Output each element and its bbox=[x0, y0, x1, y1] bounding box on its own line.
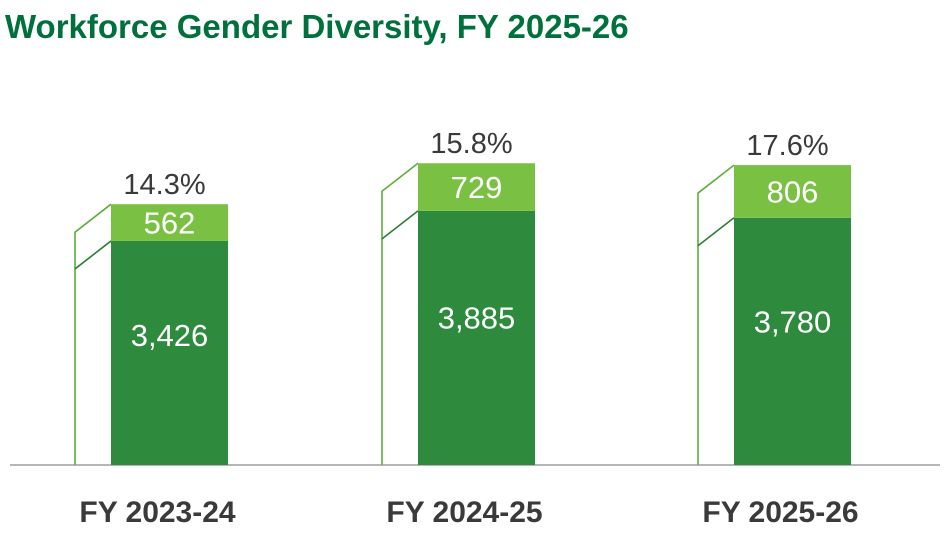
bar-segment-top bbox=[734, 165, 851, 218]
percentage-label: 14.3% bbox=[123, 169, 205, 201]
bar-segment-top bbox=[111, 204, 228, 241]
category-label: FY 2024-25 bbox=[386, 496, 542, 529]
top-segment-label: 806 bbox=[767, 174, 819, 209]
bar-side-divider bbox=[74, 240, 112, 270]
category-label: FY 2025-26 bbox=[702, 496, 858, 529]
bar-segment-bottom bbox=[418, 210, 535, 465]
bar-group-1: 3,426 562 14.3% FY 2023-24 bbox=[74, 169, 236, 529]
bar-group-2: 3,885 729 15.8% FY 2024-25 bbox=[381, 128, 543, 529]
bar-side-divider bbox=[381, 210, 419, 240]
category-label: FY 2023-24 bbox=[79, 496, 236, 529]
bar-segment-bottom bbox=[734, 217, 851, 465]
bar-group-3: 3,780 806 17.6% FY 2025-26 bbox=[697, 130, 859, 529]
percentage-label: 15.8% bbox=[430, 128, 512, 160]
bars-layer: 3,426 562 14.3% FY 2023-24 3,885 729 15.8% FY 2… bbox=[74, 128, 859, 529]
bar-side-divider bbox=[697, 217, 735, 247]
bottom-segment-label: 3,426 bbox=[131, 318, 209, 353]
bar-segment-top bbox=[418, 163, 535, 211]
bar-side-outline bbox=[74, 203, 112, 465]
bar-segment-bottom bbox=[111, 240, 228, 465]
bottom-segment-label: 3,885 bbox=[438, 301, 516, 336]
top-segment-label: 729 bbox=[451, 170, 503, 205]
bar-side-outline bbox=[381, 162, 419, 465]
bottom-segment-label: 3,780 bbox=[754, 305, 832, 340]
chart-title: Workforce Gender Diversity, FY 2025-26 bbox=[5, 8, 629, 45]
bar-side-outline bbox=[697, 164, 735, 465]
top-segment-label: 562 bbox=[144, 206, 196, 241]
percentage-label: 17.6% bbox=[746, 130, 828, 162]
